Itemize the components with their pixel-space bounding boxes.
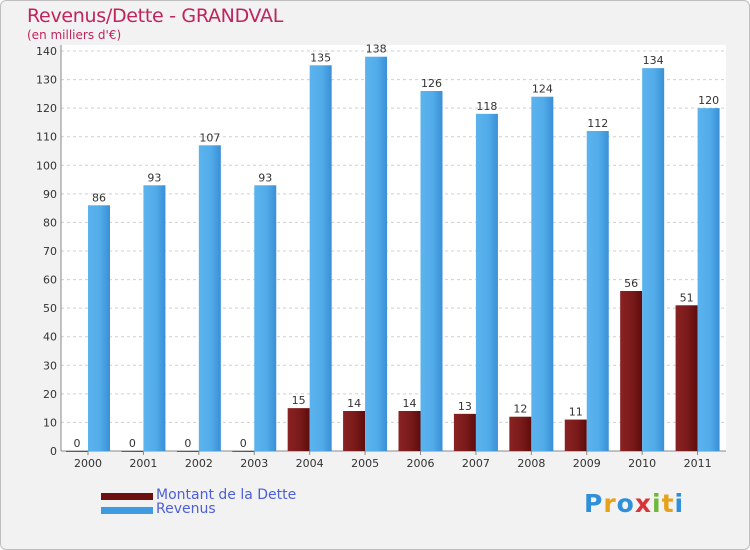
y-tick-label: 100 [36, 159, 57, 172]
data-label-revenue: 138 [366, 43, 387, 56]
y-tick-label: 30 [43, 359, 57, 372]
logo-letter: x [634, 489, 652, 518]
x-tick-label: 2010 [628, 457, 656, 470]
y-tick-label: 120 [36, 102, 57, 115]
data-label-debt: 0 [184, 437, 191, 450]
logo-letter: t [661, 489, 675, 518]
x-tick-label: 2006 [407, 457, 435, 470]
bar-debt [176, 451, 199, 452]
bar-revenue [143, 185, 166, 452]
data-label-revenue: 112 [587, 117, 608, 130]
data-label-debt: 56 [624, 277, 638, 290]
data-label-debt: 0 [129, 437, 136, 450]
bar-debt [620, 291, 643, 451]
bar-revenue [198, 145, 221, 452]
proxiti-logo: Proxiti [584, 489, 684, 518]
bar-debt [675, 305, 698, 451]
x-tick-label: 2002 [185, 457, 213, 470]
data-label-debt: 12 [513, 403, 527, 416]
data-label-debt: 51 [680, 291, 694, 304]
x-tick-label: 2009 [573, 457, 601, 470]
bar-debt [398, 411, 421, 451]
data-label-debt: 14 [403, 397, 417, 410]
y-tick-label: 90 [43, 188, 57, 201]
y-tick-label: 40 [43, 331, 57, 344]
bar-revenue [642, 68, 665, 452]
x-tick-label: 2001 [129, 457, 157, 470]
logo-letter: P [584, 489, 604, 518]
x-tick-label: 2000 [74, 457, 102, 470]
data-label-revenue: 86 [92, 191, 106, 204]
data-label-revenue: 124 [532, 83, 553, 96]
data-label-revenue: 93 [258, 171, 272, 184]
y-tick-label: 140 [36, 45, 57, 58]
legend-label-revenue: Revenus [156, 501, 216, 517]
logo-letter: r [603, 489, 617, 518]
x-tick-label: 2003 [240, 457, 268, 470]
data-label-debt: 0 [240, 437, 247, 450]
y-tick-label: 130 [36, 74, 57, 87]
bar-debt [343, 411, 366, 451]
bar-revenue [365, 56, 388, 451]
bar-debt [121, 451, 144, 452]
chart-title: Revenus/Dette - GRANDVAL [27, 5, 284, 27]
y-tick-label: 50 [43, 302, 57, 315]
y-tick-label: 0 [50, 445, 57, 458]
logo-letter: o [616, 489, 635, 518]
logo-letter: i [652, 489, 662, 518]
chart-subtitle: (en milliers d'€) [27, 28, 122, 42]
bar-revenue [475, 113, 498, 451]
legend-label-debt: Montant de la Dette [156, 487, 297, 503]
bar-revenue [309, 65, 332, 452]
bar-revenue [88, 205, 110, 451]
y-tick-label: 60 [43, 274, 57, 287]
bar-revenue [531, 96, 554, 451]
data-label-revenue: 107 [199, 131, 220, 144]
data-label-revenue: 126 [421, 77, 442, 90]
legend-swatch-debt [101, 493, 153, 500]
data-label-revenue: 120 [698, 94, 719, 107]
bar-revenue [420, 91, 443, 451]
bar-debt [564, 419, 587, 451]
data-label-debt: 15 [292, 394, 306, 407]
y-tick-label: 110 [36, 131, 57, 144]
data-label-debt: 0 [74, 437, 81, 450]
logo-letter: i [674, 489, 685, 518]
bar-revenue [697, 108, 720, 452]
bar-revenue [586, 131, 609, 451]
bar-debt [66, 451, 88, 452]
plot-area [61, 45, 726, 451]
x-tick-label: 2004 [296, 457, 324, 470]
legend-swatch-revenue [101, 507, 153, 514]
bar-debt [232, 451, 255, 452]
y-tick-label: 20 [43, 388, 57, 401]
data-label-revenue: 93 [147, 171, 161, 184]
y-tick-label: 10 [43, 416, 57, 429]
data-label-revenue: 118 [476, 100, 497, 113]
bar-debt [453, 413, 476, 451]
data-label-revenue: 134 [643, 54, 664, 67]
data-label-debt: 13 [458, 400, 472, 413]
x-tick-label: 2008 [517, 457, 545, 470]
y-tick-label: 70 [43, 245, 57, 258]
data-label-debt: 14 [347, 397, 361, 410]
data-label-debt: 11 [569, 406, 583, 419]
x-tick-label: 2005 [351, 457, 379, 470]
bar-debt [287, 408, 310, 451]
y-tick-label: 80 [43, 216, 57, 229]
x-tick-label: 2007 [462, 457, 490, 470]
data-label-revenue: 135 [310, 51, 331, 64]
bar-revenue [254, 185, 277, 452]
x-tick-label: 2011 [684, 457, 712, 470]
bar-debt [509, 416, 532, 451]
